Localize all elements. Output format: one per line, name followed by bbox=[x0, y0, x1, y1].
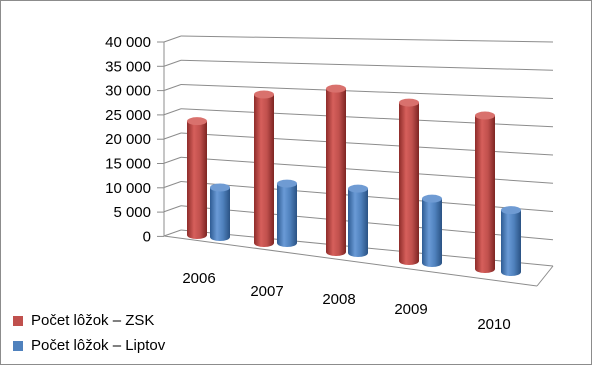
legend-item-zsk: Počet lôžok – ZSK bbox=[13, 312, 154, 329]
gridline-6 bbox=[180, 84, 554, 99]
y-tick-label: 5 000 bbox=[113, 204, 151, 221]
y-tick-label: 35 000 bbox=[105, 58, 151, 75]
x-axis-line bbox=[163, 235, 538, 287]
x-tick-label: 2007 bbox=[250, 283, 283, 300]
x-tick-label: 2009 bbox=[394, 301, 427, 318]
gridline-3 bbox=[180, 156, 554, 184]
bar-liptov-2006 bbox=[210, 183, 230, 241]
x-tick-label: 2008 bbox=[322, 291, 355, 308]
y-tick-label: 20 000 bbox=[105, 131, 151, 148]
x-tick-label: 2006 bbox=[182, 270, 215, 287]
gridline-wall-5 bbox=[163, 108, 182, 116]
gridline-4 bbox=[180, 132, 554, 156]
gridline-wall-7 bbox=[163, 59, 182, 67]
x-tick-label: 2010 bbox=[477, 316, 510, 333]
bar-liptov-2008 bbox=[348, 184, 368, 257]
gridline-wall-8 bbox=[163, 35, 182, 43]
y-tick-label: 40 000 bbox=[105, 34, 151, 51]
gridline-wall-6 bbox=[163, 84, 182, 91]
legend-item-liptov: Počet lôžok – Liptov bbox=[13, 337, 165, 354]
gridline-wall-0 bbox=[163, 229, 182, 237]
legend-swatch-zsk bbox=[13, 315, 23, 326]
bar-liptov-2007 bbox=[277, 179, 297, 247]
bar-liptov-2010 bbox=[501, 206, 521, 276]
gridline-8 bbox=[180, 35, 554, 43]
y-tick-label: 10 000 bbox=[105, 180, 151, 197]
legend-swatch-liptov bbox=[13, 340, 23, 351]
gridline-wall-2 bbox=[163, 181, 182, 188]
y-tick-label: 15 000 bbox=[105, 156, 151, 173]
legend-label-zsk: Počet lôžok – ZSK bbox=[31, 312, 155, 329]
y-tick-label: 0 bbox=[143, 228, 151, 245]
bar-zsk-2009 bbox=[399, 98, 419, 265]
gridline-7 bbox=[180, 59, 554, 71]
y-tick-label: 30 000 bbox=[105, 83, 151, 100]
bar-liptov-2009 bbox=[422, 194, 442, 267]
gridline-wall-4 bbox=[163, 132, 182, 140]
gridline-5 bbox=[180, 108, 554, 128]
gridline-wall-1 bbox=[163, 205, 182, 213]
bar-zsk-2006 bbox=[187, 117, 207, 239]
bar-zsk-2007 bbox=[254, 90, 274, 247]
gridline-wall-3 bbox=[163, 156, 182, 164]
bar-zsk-2010 bbox=[475, 111, 495, 273]
legend-label-liptov: Počet lôžok – Liptov bbox=[31, 337, 166, 354]
bar-zsk-2008 bbox=[326, 84, 346, 257]
floor-right-edge bbox=[536, 265, 554, 287]
y-tick-label: 25 000 bbox=[105, 107, 151, 124]
